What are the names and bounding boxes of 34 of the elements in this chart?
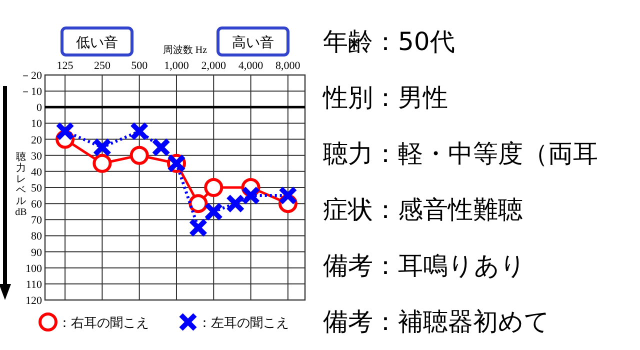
y-tick-label: 90 bbox=[31, 246, 42, 259]
text: 聴力：軽・中等度（両耳 bbox=[323, 139, 598, 168]
y-axis-title: 聴力レベル dB bbox=[15, 151, 28, 218]
y-tick-label: 100 bbox=[26, 262, 42, 275]
y-tick-label: 30 bbox=[31, 150, 42, 162]
legend-label: ：右耳の聞こえ bbox=[58, 315, 149, 330]
x-tick-label: 2,000 bbox=[201, 60, 227, 72]
x-axis-title: 周波数 Hz bbox=[162, 44, 208, 56]
y-tick-label: 80 bbox=[31, 230, 42, 243]
y-tick-label: －10 bbox=[20, 86, 42, 98]
y-tick-label: 120 bbox=[26, 295, 42, 307]
text: 年齢：50代 bbox=[323, 27, 455, 56]
text: 性別：男性 bbox=[322, 83, 448, 112]
y-tick-label: 20 bbox=[31, 134, 42, 146]
y-tick-label: 110 bbox=[26, 278, 42, 291]
x-tick-label: 250 bbox=[94, 60, 111, 72]
y-tick-label: 70 bbox=[31, 214, 42, 227]
x-tick-label: 8,000 bbox=[276, 60, 301, 72]
x-tick-label: 4,000 bbox=[238, 60, 264, 72]
text: 症状：感音性難聴 bbox=[323, 195, 523, 224]
y-tick-label: 10 bbox=[31, 118, 42, 130]
y-tick-label: 50 bbox=[31, 182, 42, 194]
y-tick-label: 40 bbox=[31, 166, 42, 178]
x-tick-label: 1,000 bbox=[164, 60, 190, 72]
text: 高い音 bbox=[232, 35, 274, 51]
x-tick-label: 500 bbox=[131, 60, 148, 72]
y-tick-label: －20 bbox=[20, 70, 42, 82]
x-tick-label: 125 bbox=[56, 60, 74, 72]
legend-label: ：左耳の聞こえ bbox=[198, 315, 289, 330]
text: 低い音 bbox=[76, 35, 118, 51]
y-tick-label: 0 bbox=[36, 102, 42, 114]
text: 備考：補聴器初めて bbox=[323, 307, 550, 336]
text: 備考：耳鳴りあり bbox=[323, 251, 526, 280]
y-tick-label: 60 bbox=[31, 198, 42, 211]
